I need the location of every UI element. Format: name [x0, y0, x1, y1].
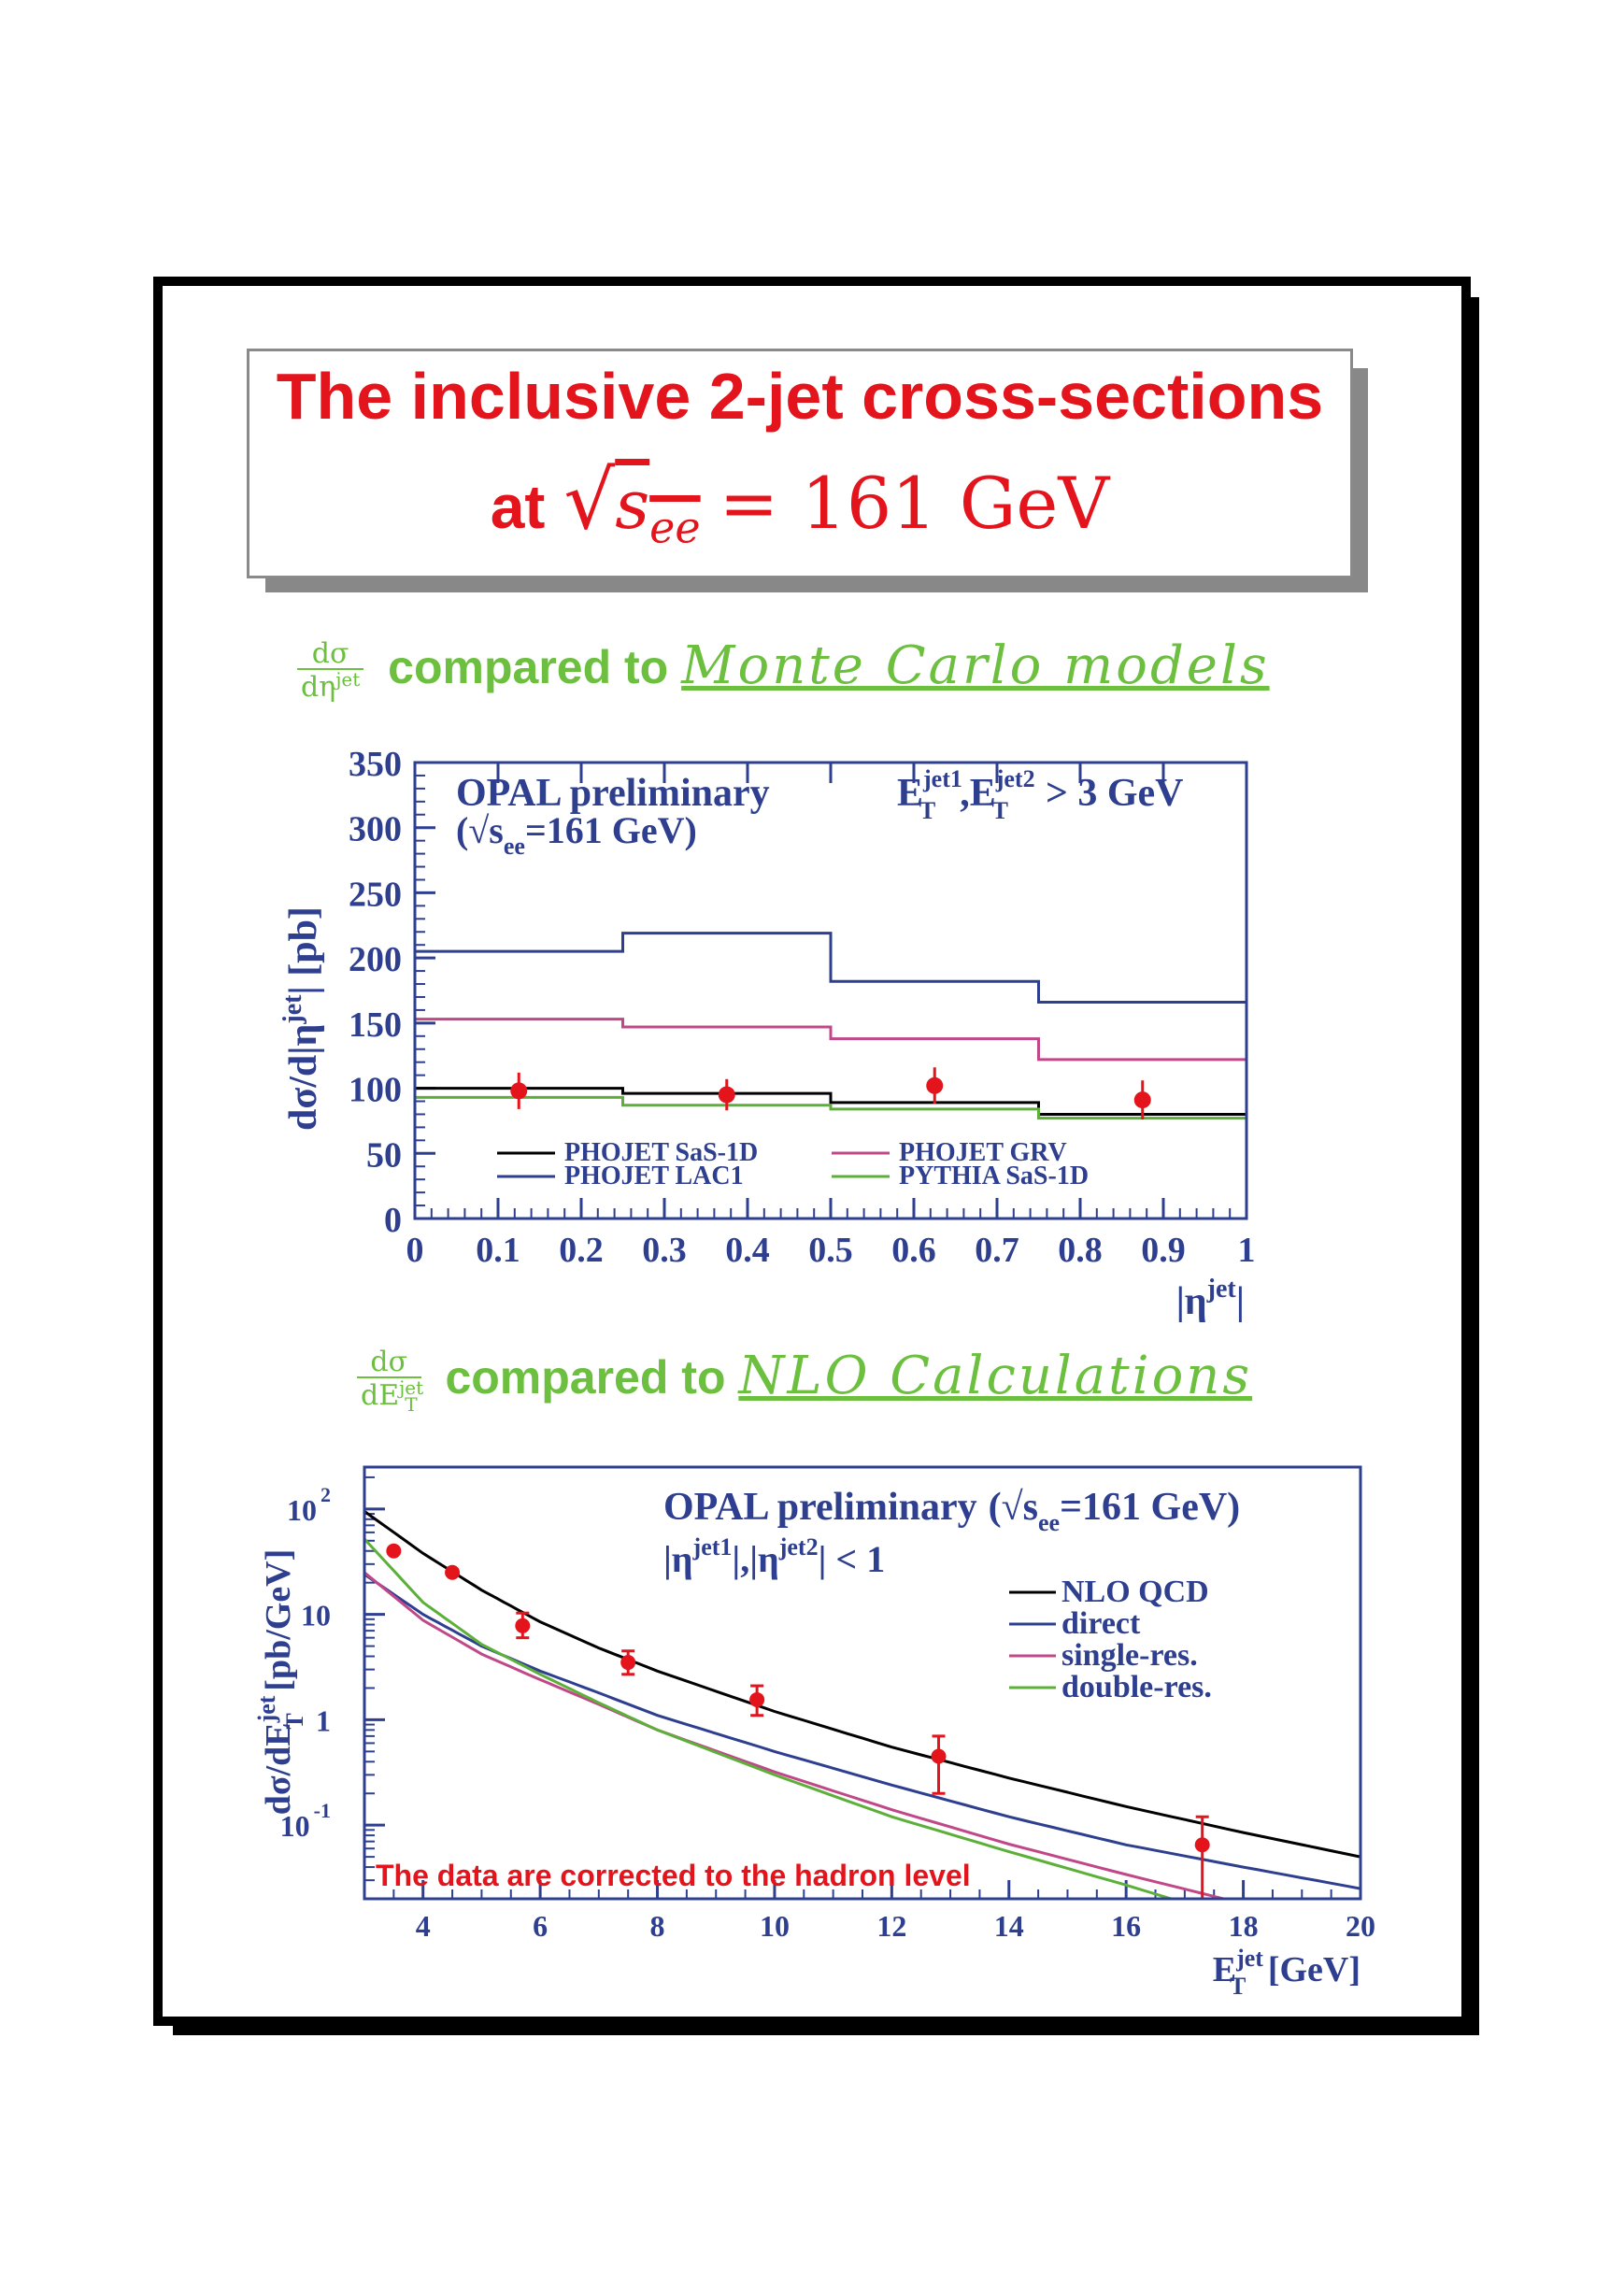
et-chart-xlabel: Ejet T [GeV] [1213, 1945, 1360, 2000]
et-legend-label: single-res. [1061, 1638, 1198, 1673]
eta-x-tick-label: 0.5 [808, 1231, 853, 1270]
eta-x-tick-label: 0.7 [975, 1231, 1019, 1270]
et-legend-label: double-res. [1061, 1670, 1212, 1704]
et-x-tick-label: 10 [760, 1909, 790, 1943]
eta-y-tick-label: 300 [349, 810, 402, 849]
eta-legend-label: PHOJET LAC1 [564, 1162, 744, 1190]
et-y-tick-label: 10 [301, 1599, 331, 1632]
et-series-double-res- [364, 1537, 1176, 1899]
eta-data-point [1133, 1091, 1151, 1109]
eta-y-tick-label: 100 [349, 1071, 402, 1110]
eta-y-tick-label: 150 [349, 1005, 402, 1045]
eta-x-tick-label: 0.3 [642, 1231, 687, 1270]
et-data-point [1194, 1837, 1210, 1853]
eta-y-tick-label: 250 [349, 875, 402, 914]
et-series-direct [364, 1573, 1360, 1890]
et-data-point [386, 1543, 402, 1559]
eta-y-tick-label: 50 [366, 1135, 402, 1175]
et-chart: 4 6 8 10 12 14 16 18 20 10 2 10 1 10 -1 OPAL prelimina… [253, 1465, 1375, 2000]
et-x-tick-label: 6 [533, 1909, 548, 1943]
et-x-tick-label: 18 [1229, 1909, 1259, 1943]
title-s: see [615, 465, 701, 553]
eta-x-tick-label: 0.4 [725, 1231, 770, 1270]
et-x-tick-label: 4 [416, 1909, 431, 1943]
et-y-tick-label: 10 -1 [280, 1799, 331, 1843]
et-legend-label: direct [1061, 1606, 1141, 1641]
eta-legend-label: PHOJET GRV [899, 1138, 1067, 1167]
eta-chart-cut-label: Ejet1 T ,Ejet2 T > 3 GeV [897, 765, 1184, 824]
eta-x-tick-label: 0.6 [891, 1231, 936, 1270]
eta-legend-label: PHOJET SaS-1D [564, 1138, 758, 1167]
eta-legend-label: PYTHIA SaS-1D [899, 1162, 1089, 1190]
et-x-tick-label: 8 [650, 1909, 665, 1943]
et-x-tick-label: 12 [876, 1909, 906, 1943]
et-chart-ylabel: dσ/dEjetT [pb/GeV] [253, 1549, 308, 1816]
heading1-model: Monte Carlo models [681, 635, 1270, 696]
eta-chart: 0 0.1 0.2 0.3 0.4 0.5 0.6 0.7 0.8 0.9 1 0 50 100 150 20… [278, 748, 1256, 1323]
et-x-tick-label: 20 [1346, 1909, 1375, 1943]
eta-chart-xlabel: |ηjet| [1176, 1275, 1245, 1323]
et-y-tick-label: 1 [316, 1703, 331, 1737]
title-at: at [490, 472, 546, 541]
heading-nlo: dσ dEjetT compared to NLO Calculations [357, 1346, 1252, 1415]
title-energy: = 161 GeV [719, 462, 1110, 545]
et-chart-plot-frame [363, 1465, 1362, 1901]
et-data-point [749, 1691, 765, 1707]
eta-chart-energy-label: (√see=161 GeV) [456, 809, 697, 860]
heading-monte-carlo: dσ dηjet compared to Monte Carlo models [297, 635, 1270, 703]
heading2-model: NLO Calculations [738, 1346, 1253, 1406]
et-data-point [931, 1748, 947, 1764]
eta-series-pythia-sas-1d [415, 1095, 1248, 1219]
eta-x-tick-label: 0 [406, 1231, 424, 1270]
heading2-text: compared to [445, 1351, 726, 1404]
eta-x-tick-label: 0.2 [559, 1231, 604, 1270]
heading1-fraction: dσ dηjet [297, 639, 364, 703]
heading2-fraction: dσ dEjetT [357, 1347, 423, 1416]
et-series-nlo-qcd [364, 1510, 1360, 1859]
et-data-point [445, 1564, 461, 1580]
eta-x-tick-label: 0.8 [1058, 1231, 1103, 1270]
eta-data-point [718, 1086, 735, 1104]
et-legend-label: NLO QCD [1061, 1575, 1209, 1609]
et-data-point [620, 1655, 636, 1671]
eta-chart-opal-label: OPAL preliminary [456, 772, 770, 815]
et-chart-eta-cut: |ηjet1|,|ηjet2| < 1 [663, 1533, 885, 1580]
eta-series-phojet-grv [415, 1018, 1248, 1219]
eta-y-tick-label: 350 [349, 748, 402, 784]
eta-y-tick-label: 200 [349, 940, 402, 979]
eta-series-phojet-lac1 [415, 932, 1246, 1005]
et-x-tick-label: 16 [1111, 1909, 1141, 1943]
title-sqrt: √ [563, 454, 616, 548]
eta-chart-plot-frame [413, 761, 1248, 1220]
heading1-text: compared to [388, 641, 669, 693]
eta-y-tick-label: 0 [384, 1201, 402, 1240]
et-chart-corrected-note: The data are corrected to the hadron lev… [376, 1859, 971, 1892]
title-line-1: The inclusive 2-jet cross-sections [276, 360, 1324, 433]
eta-x-tick-label: 0.9 [1141, 1231, 1186, 1270]
eta-chart-ylabel: dσ/d|ηjet| [pb] [278, 906, 325, 1131]
eta-data-point [510, 1082, 528, 1100]
et-y-tick-label: 10 2 [287, 1483, 331, 1527]
et-data-point [515, 1618, 531, 1633]
eta-x-tick-label: 0.1 [476, 1231, 520, 1270]
eta-x-tick-label: 1 [1238, 1231, 1256, 1270]
eta-data-point [926, 1076, 944, 1094]
title-box: The inclusive 2-jet cross-sections at √s… [247, 349, 1353, 578]
et-x-tick-label: 14 [994, 1909, 1024, 1943]
et-chart-opal-label: OPAL preliminary (√see=161 GeV) [663, 1486, 1240, 1536]
title-line-2: at √see = 161 GeV [249, 454, 1350, 552]
